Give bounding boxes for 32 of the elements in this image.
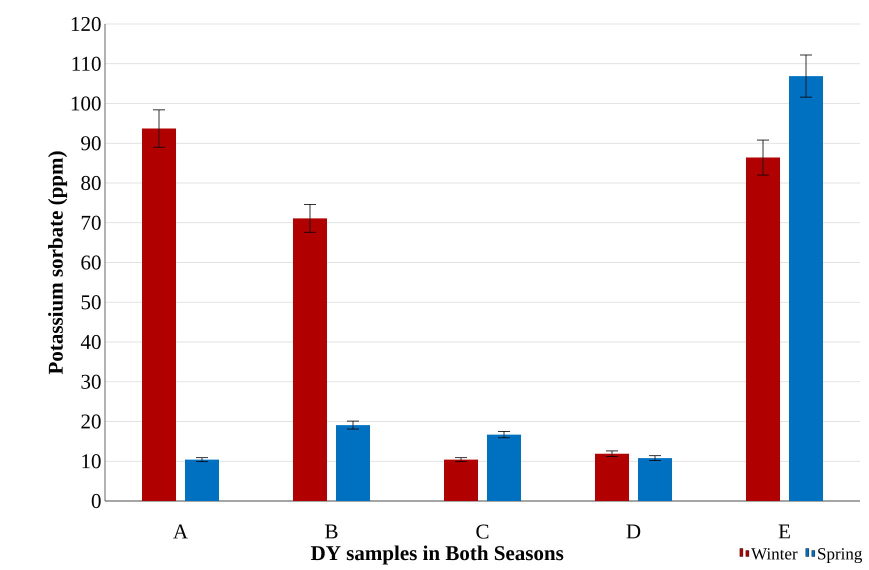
bar (336, 425, 370, 501)
y-axis-title: Potassium sorbate (ppm) (48, 151, 68, 374)
y-tick-label: 100 (72, 96, 101, 111)
x-tick-label: E (778, 524, 790, 538)
bar (185, 460, 220, 501)
y-tick-label: 110 (72, 56, 101, 71)
bar (638, 458, 672, 501)
y-tick-label: 50 (82, 295, 101, 310)
bar (595, 454, 630, 501)
bar (293, 218, 328, 501)
y-tick-label: 70 (82, 216, 101, 230)
legend-label: Spring (818, 548, 862, 564)
bar (487, 434, 522, 501)
legend-label: Winter (751, 548, 798, 560)
y-tick-label: 20 (81, 414, 101, 429)
y-tick-label: 120 (72, 16, 101, 32)
y-tick-label: 10 (82, 454, 101, 468)
bar (789, 76, 824, 501)
bar (444, 460, 478, 501)
y-tick-label: 90 (81, 136, 101, 150)
bar (142, 128, 176, 501)
y-tick-label: 30 (81, 374, 101, 389)
y-tick-label: 40 (80, 334, 101, 350)
x-axis-title: DY samples in Both Seasons (310, 545, 564, 565)
x-tick-label: A (173, 524, 188, 538)
bar (746, 158, 780, 501)
x-tick-label: C (476, 524, 488, 539)
y-tick-label: 80 (81, 176, 101, 190)
x-tick-label: D (626, 524, 640, 538)
y-tick-label: 60 (81, 255, 101, 270)
x-tick-label: B (325, 524, 338, 538)
y-tick-label: 0 (92, 494, 101, 508)
